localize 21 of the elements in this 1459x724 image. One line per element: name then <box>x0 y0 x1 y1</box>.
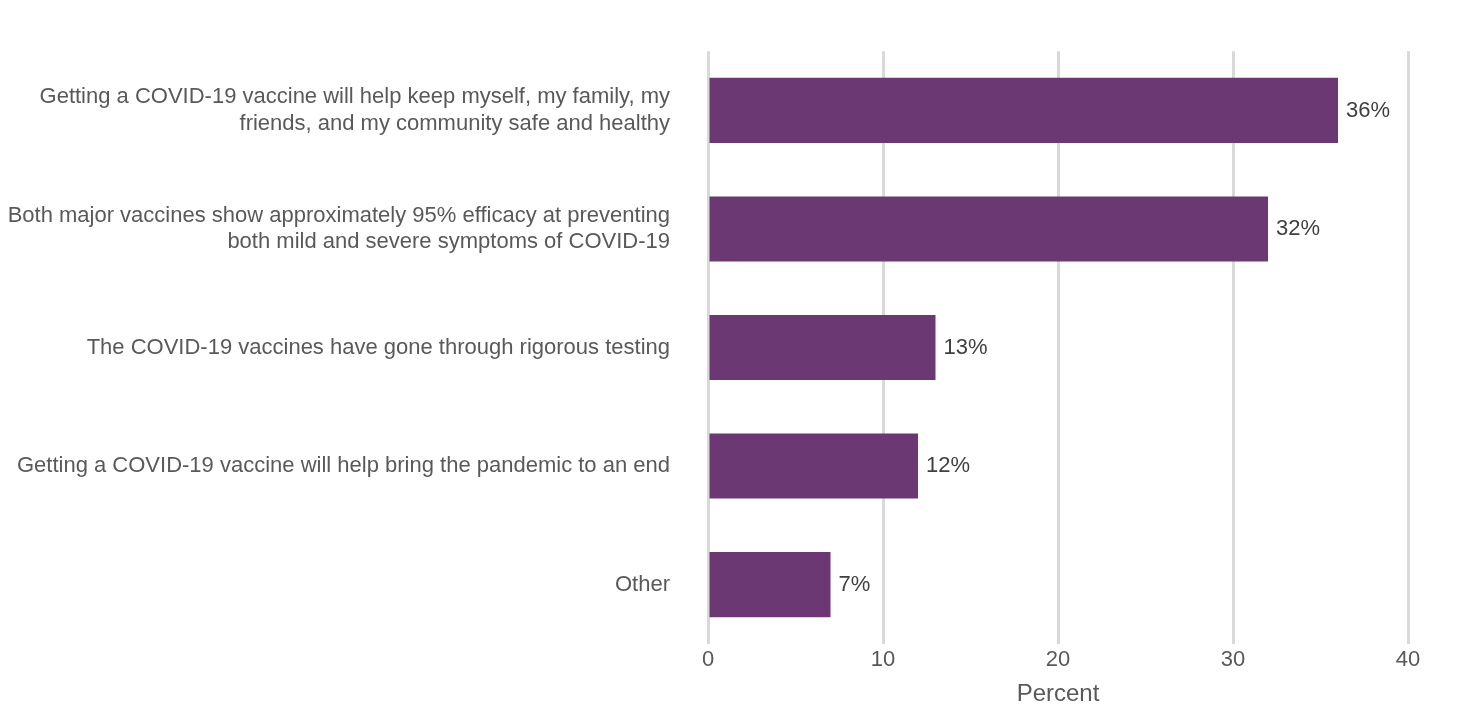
x-tick-label: 40 <box>1395 646 1421 672</box>
y-tick-label: Getting a COVID-19 vaccine will help keep myself, my family, my friends, and my community safe and healthy <box>39 83 670 135</box>
x-tick-label: 10 <box>870 646 896 672</box>
y-tick-label: Both major vaccines show approximately 95% efficacy at preventing both mild and severe symptoms of COVID-19 <box>7 201 670 254</box>
x-tick-label: 0 <box>701 646 715 672</box>
x-tick-label: 20 <box>1045 646 1071 672</box>
y-tick-label: The COVID-19 vaccines have gone through rigorous testing <box>86 333 670 359</box>
data-label: 13% <box>943 333 988 359</box>
bar <box>709 196 1268 262</box>
x-tick-label: 30 <box>1220 646 1246 672</box>
y-tick-label: Other <box>614 570 670 596</box>
data-label: 7% <box>838 570 871 596</box>
bar <box>709 314 936 381</box>
data-label: 32% <box>1276 215 1321 241</box>
y-tick-label: Getting a COVID-19 vaccine will help bring the pandemic to an end <box>16 452 670 478</box>
data-label: 12% <box>926 452 971 478</box>
data-label: 36% <box>1346 96 1391 122</box>
x-axis-title: Percent <box>1016 679 1100 707</box>
bar <box>709 551 831 618</box>
bar <box>709 77 1338 144</box>
bar <box>709 433 918 499</box>
